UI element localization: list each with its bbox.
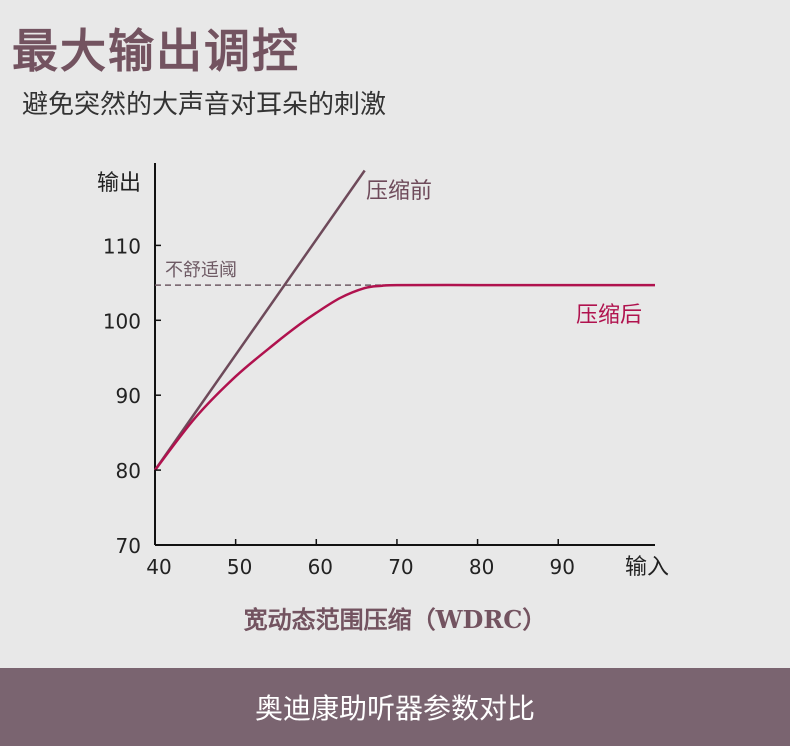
x-tick-label: 40 xyxy=(146,555,171,579)
footer-text: 奥迪康助听器参数对比 xyxy=(254,692,535,725)
ticks-group: 40 50 60 70 80 90 70 80 90 100 110 xyxy=(103,234,575,579)
x-tick-label: 70 xyxy=(388,555,413,579)
threshold-label: 不舒适阈 xyxy=(165,260,237,281)
y-tick-label: 90 xyxy=(116,384,141,408)
series-after-label: 压缩后 xyxy=(576,303,642,328)
y-tick-label: 70 xyxy=(116,534,141,558)
x-tick-label: 80 xyxy=(469,555,494,579)
series-before-line xyxy=(153,169,366,471)
y-tick-label: 100 xyxy=(103,309,141,333)
footer-banner: 奥迪康助听器参数对比 xyxy=(0,668,790,746)
chart-axes xyxy=(154,163,655,546)
threshold-group: 不舒适阈 xyxy=(155,260,655,286)
page-subtitle: 避免突然的大声音对耳朵的刺激 xyxy=(22,90,387,120)
series-before-label: 压缩前 xyxy=(366,179,432,204)
y-tick-label: 80 xyxy=(116,459,141,483)
chart-caption: 宽动态范围压缩（WDRC） xyxy=(243,605,547,634)
page-title: 最大输出调控 xyxy=(12,24,300,78)
x-tick-label: 50 xyxy=(227,555,252,579)
series-after-line xyxy=(154,283,655,471)
x-tick-label: 60 xyxy=(308,555,333,579)
x-tick-label: 90 xyxy=(549,555,574,579)
x-axis-label: 输入 xyxy=(625,555,669,580)
y-tick-label: 110 xyxy=(103,234,141,258)
y-axis-label: 输出 xyxy=(97,171,141,196)
